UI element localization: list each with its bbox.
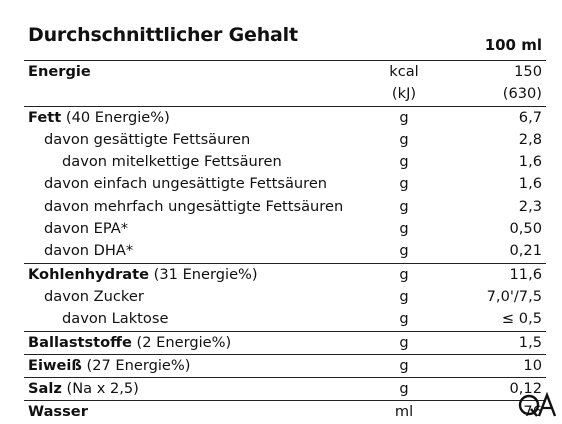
row-unit: (kJ) (391, 85, 417, 103)
table-row: davon mitelkettige Fettsäuren g 1,6 (24, 151, 546, 173)
row-value: 2,3 (518, 197, 542, 215)
row-label: davon mehrfach ungesättigte Fettsäuren (44, 196, 343, 218)
row-label-text: (27 Energie%) (81, 356, 191, 374)
row-label-bold: Kohlenhydrate (28, 265, 150, 283)
table-row: Energie kcal 150 (24, 60, 546, 83)
row-value: 1,6 (518, 153, 542, 171)
table-row: davon EPA* g 0,50 (24, 218, 546, 240)
row-label-text: davon Zucker (44, 287, 144, 305)
row-label: davon DHA* (44, 240, 133, 262)
row-unit: g (399, 220, 409, 238)
table-row: Kohlenhydrate (31 Energie%) g 11,6 (24, 262, 546, 286)
row-unit: g (399, 356, 409, 374)
row-value: 2,8 (518, 130, 542, 148)
row-label-text: davon Laktose (62, 310, 169, 328)
row-value: 6,7 (518, 108, 542, 126)
row-label-bold: Eiweiß (28, 356, 82, 374)
row-label-bold: Fett (28, 108, 62, 126)
row-label-bold: Salz (28, 380, 62, 398)
row-unit: g (399, 175, 409, 193)
row-value: 0,21 (509, 242, 543, 260)
row-unit: g (399, 242, 409, 260)
row-label-text: davon mitelkettige Fettsäuren (62, 153, 282, 171)
row-label: Salz (Na x 2,5) (28, 378, 139, 400)
row-unit: kcal (389, 63, 419, 80)
row-unit: g (399, 310, 409, 328)
table-row: Ballaststoffe (2 Energie%) g 1,5 (24, 330, 546, 354)
row-label: davon einfach ungesättigte Fettsäuren (44, 173, 327, 195)
table-row: (kJ) (630) (24, 83, 546, 105)
row-value: 0,50 (509, 220, 543, 238)
table-row: davon gesättigte Fettsäuren g 2,8 (24, 129, 546, 151)
row-label: davon EPA* (44, 218, 128, 240)
row-label-text: (Na x 2,5) (61, 380, 139, 398)
table-title: Durchschnittlicher Gehalt (28, 24, 298, 46)
table-row: davon einfach ungesättigte Fettsäuren g 1,… (24, 173, 546, 195)
row-label-text: (2 Energie%) (131, 333, 232, 351)
row-unit: g (399, 287, 409, 305)
row-value: 11,6 (509, 265, 543, 283)
row-label-bold: Wasser (28, 403, 88, 421)
row-label-text: davon mehrfach ungesättigte Fettsäuren (44, 197, 344, 215)
row-label: davon mitelkettige Fettsäuren (62, 151, 282, 173)
row-label-text: davon einfach ungesättigte Fettsäuren (44, 175, 328, 193)
row-label: davon gesättigte Fettsäuren (44, 129, 250, 151)
row-unit: ml (394, 403, 414, 421)
row-unit: g (399, 130, 409, 148)
row-unit: g (399, 380, 409, 398)
row-value: 1,6 (518, 175, 542, 193)
row-value: 0,12 (509, 380, 543, 398)
row-unit: g (399, 108, 409, 126)
row-label: Ballaststoffe (2 Energie%) (28, 332, 231, 354)
row-unit: g (399, 197, 409, 215)
table-row: davon mehrfach ungesättigte Fettsäuren g 2… (24, 196, 546, 218)
table-row: Fett (40 Energie%) g 6,7 (24, 105, 546, 129)
qa-logo-icon (518, 392, 557, 417)
table-row: davon Laktose g ≤ 0,5 (24, 308, 546, 330)
column-header-per-100ml: 100 ml (484, 36, 542, 54)
row-label: Kohlenhydrate (31 Energie%) (28, 264, 258, 286)
row-label: Wasser (28, 401, 88, 423)
row-label: davon Zucker (44, 286, 144, 308)
row-label-bold: Energie (28, 63, 91, 80)
row-label: Eiweiß (27 Energie%) (28, 355, 190, 377)
row-value: 150 (514, 63, 542, 80)
row-label-text: davon gesättigte Fettsäuren (44, 130, 251, 148)
row-label-text: davon EPA* (44, 220, 129, 238)
row-label: Fett (40 Energie%) (28, 107, 170, 129)
row-label-bold: Ballaststoffe (28, 333, 132, 351)
row-unit: g (399, 265, 409, 283)
row-value: ≤ 0,5 (501, 310, 542, 328)
row-label: Energie (28, 61, 91, 83)
row-unit: g (399, 153, 409, 171)
row-label-text: davon DHA* (44, 242, 134, 260)
nutrition-table: Energie kcal 150 (kJ) (630) Fett (40 Energie%… (24, 60, 546, 424)
row-value: (630) (502, 85, 542, 103)
table-row: Salz (Na x 2,5) g 0,12 (24, 377, 546, 400)
table-row: davon Zucker g 7,0'/7,5 (24, 286, 546, 308)
row-value: 10 (523, 356, 542, 374)
row-unit: g (399, 333, 409, 351)
row-value: 1,5 (518, 333, 542, 351)
table-row: davon DHA* g 0,21 (24, 240, 546, 262)
row-label: davon Laktose (62, 308, 168, 330)
row-label-text: (40 Energie%) (61, 108, 170, 126)
row-label-text: (31 Energie%) (149, 265, 258, 283)
table-row: Eiweiß (27 Energie%) g 10 (24, 353, 546, 377)
row-value: 7,0'/7,5 (486, 287, 542, 305)
table-row: Wasserml76 (24, 400, 546, 423)
